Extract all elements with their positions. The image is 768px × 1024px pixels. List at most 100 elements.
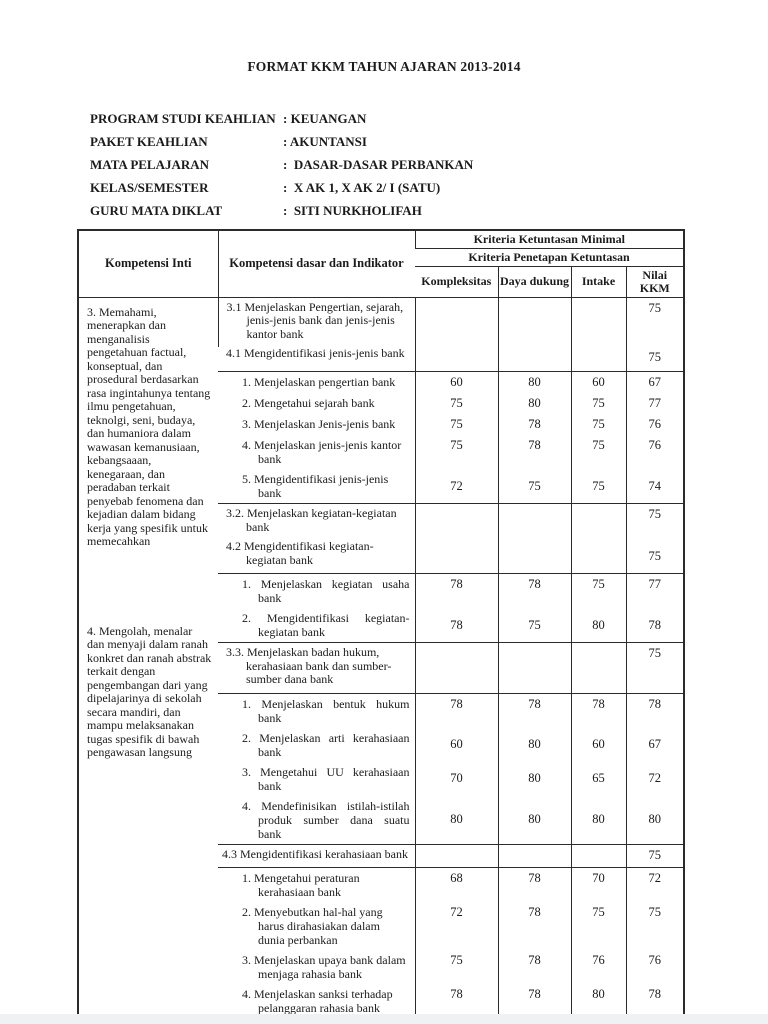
kompetensi-inti-3: 3. Memahami, menerapkan dan menganalisis… — [87, 304, 211, 548]
indicator-cell: 2. Menjelaskan arti kerahasiaan bank — [242, 730, 410, 759]
kompleksitas-cell: 78 — [414, 608, 498, 643]
info-value: : AKUNTANSI — [283, 134, 367, 149]
nilai-kkm-cell: 77 — [625, 393, 685, 414]
kompleksitas-cell: 70 — [414, 761, 498, 796]
kompleksitas-cell — [414, 347, 498, 372]
info-row-paket-keahlian: PAKET KEAHLIAN : AKUNTANSI — [90, 130, 768, 153]
kompleksitas-cell: 75 — [414, 435, 498, 469]
header-penetapan-group: Kriteria Penetapan Ketuntasan — [415, 247, 685, 266]
indicator-cell: 2. Mengidentifikasi kegiatan-kegiatan ba… — [242, 611, 410, 639]
nilai-kkm-cell: 77 — [625, 573, 685, 608]
intake-cell: 75 — [570, 435, 626, 469]
table-header-row: Kompleksitas Daya dukung Intake Nilai KK… — [78, 265, 685, 297]
nilai-kkm-cell: 75 — [625, 296, 685, 347]
intake-cell: 60 — [570, 727, 626, 762]
indicator-cell: 2. Mengetahui sejarah bank — [242, 396, 375, 410]
daya-dukung-cell — [497, 347, 571, 372]
indicator-cell: 4. Menjelaskan jenis-jenis kantor bank — [242, 438, 402, 466]
daya-dukung-cell: 78 — [497, 435, 571, 469]
daya-dukung-cell: 78 — [497, 414, 571, 435]
daya-dukung-cell: 78 — [497, 692, 571, 728]
info-label: MATA PELAJARAN — [90, 157, 210, 172]
nilai-kkm-cell: 74 — [625, 469, 685, 504]
intake-cell: 65 — [570, 761, 626, 796]
header-kompetensi-dasar: Kompetensi dasar dan Indikator — [217, 229, 415, 297]
header-kompetensi-inti: Kompetensi Inti — [78, 229, 218, 297]
document-info: PROGRAM STUDI KEAHLIAN : KEUANGAN PAKET … — [90, 107, 768, 222]
kompleksitas-cell: 60 — [414, 727, 498, 762]
indicator-cell: 1. Menjelaskan bentuk hukum bank — [218, 692, 415, 728]
kompleksitas-cell: 80 — [414, 795, 498, 844]
nilai-kkm-cell: 78 — [625, 692, 685, 728]
intake-cell: 75 — [570, 902, 626, 950]
nilai-kkm-cell: 80 — [625, 795, 685, 844]
daya-dukung-cell: 80 — [497, 795, 571, 844]
kompleksitas-cell: 78 — [414, 692, 498, 728]
header-daya-dukung: Daya dukung — [497, 265, 571, 297]
table-row: 5. Mengidentifikasi jenis-jenis bank 72 … — [78, 469, 685, 504]
nilai-kkm-cell: 75 — [625, 347, 685, 372]
indicator-cell: 4. Mendefinisikan istilah-istilah produk… — [242, 798, 410, 841]
header-nilai-kkm: Nilai KKM — [625, 265, 685, 297]
kompetensi-inti-cell: 3. Memahami, menerapkan dan menganalisis… — [78, 296, 218, 1019]
info-label: PROGRAM STUDI KEAHLIAN — [90, 111, 276, 126]
table-row: 2. Menyebutkan hal-hal yang harus diraha… — [78, 902, 685, 950]
kompleksitas-cell: 72 — [414, 469, 498, 504]
daya-dukung-cell — [497, 642, 571, 693]
daya-dukung-cell: 80 — [497, 393, 571, 414]
intake-cell: 75 — [570, 414, 626, 435]
nilai-kkm-cell: 72 — [625, 761, 685, 796]
table-row: 2. Mengidentifikasi kegiatan-kegiatan ba… — [78, 608, 685, 643]
kd-cell: 4.2 Mengidentifikasi kegiatan-kegiatan b… — [226, 540, 374, 567]
intake-cell: 75 — [570, 573, 626, 608]
indicator-cell: 1. Menjelaskan pengertian bank — [218, 371, 415, 393]
intake-cell: 80 — [570, 795, 626, 844]
intake-cell: 76 — [570, 950, 626, 984]
indicator-cell: 1. Mengetahui peraturan kerahasiaan bank — [218, 867, 415, 902]
intake-cell: 60 — [570, 371, 626, 393]
nilai-kkm-cell: 78 — [625, 984, 685, 1019]
nilai-kkm-cell: 76 — [625, 435, 685, 469]
info-value: : KEUANGAN — [283, 111, 367, 126]
kompleksitas-cell — [414, 296, 498, 347]
daya-dukung-cell: 78 — [497, 950, 571, 984]
table-row: 1. Menjelaskan bentuk hukum bank 78 78 7… — [78, 692, 685, 728]
indicator-cell: 5. Mengidentifikasi jenis-jenis bank — [242, 472, 389, 500]
info-row-guru: GURU MATA DIKLAT : SITI NURKHOLIFAH — [90, 199, 768, 222]
nilai-kkm-cell: 76 — [625, 414, 685, 435]
indicator-cell: 4. Menjelaskan sanksi terhadap pelanggar… — [242, 987, 393, 1015]
kd-cell: 4.3 Mengidentifikasi kerahasiaan bank — [218, 843, 415, 868]
intake-cell: 70 — [570, 867, 626, 902]
kompleksitas-cell: 68 — [414, 867, 498, 902]
header-kkm-group: Kriteria Ketuntasan Minimal — [414, 229, 685, 248]
nilai-kkm-cell: 75 — [625, 902, 685, 950]
table-row: 3.2. Menjelaskan kegiatan-kegiatan bank … — [78, 503, 685, 540]
table-row: 4.3 Mengidentifikasi kerahasiaan bank 75 — [78, 843, 685, 868]
table-row: 1. Menjelaskan pengertian bank 60 80 60 … — [78, 371, 685, 393]
page-bottom-edge — [0, 1014, 768, 1024]
intake-cell — [570, 347, 626, 372]
info-label: GURU MATA DIKLAT — [90, 203, 223, 218]
daya-dukung-cell: 78 — [497, 573, 571, 608]
table-row: 2. Mengetahui sejarah bank 75 80 75 77 — [78, 393, 685, 414]
daya-dukung-cell: 78 — [497, 984, 571, 1019]
header-kompleksitas: Kompleksitas — [415, 265, 498, 297]
info-value: : SITI NURKHOLIFAH — [283, 203, 422, 218]
kompleksitas-cell: 72 — [414, 902, 498, 950]
kd-cell: 3.1 Menjelaskan Pengertian, sejarah, jen… — [217, 296, 415, 347]
kd-cell: 4.1 Mengidentifikasi jenis-jenis bank — [226, 347, 405, 360]
kd-cell: 3.2. Menjelaskan kegiatan-kegiatan bank — [218, 503, 415, 540]
info-value: : X AK 1, X AK 2/ I (SATU) — [283, 180, 441, 195]
daya-dukung-cell: 78 — [497, 902, 571, 950]
info-row-kelas-semester: KELAS/SEMESTER : X AK 1, X AK 2/ I (SATU… — [90, 176, 768, 199]
kompleksitas-cell: 78 — [414, 984, 498, 1019]
table-row: 4. Menjelaskan jenis-jenis kantor bank 7… — [78, 435, 685, 469]
kompleksitas-cell — [414, 503, 498, 540]
daya-dukung-cell: 80 — [497, 761, 571, 796]
daya-dukung-cell: 80 — [497, 371, 571, 393]
daya-dukung-cell: 75 — [497, 608, 571, 643]
daya-dukung-cell: 78 — [497, 867, 571, 902]
table-row: 4.2 Mengidentifikasi kegiatan-kegiatan b… — [78, 540, 685, 574]
daya-dukung-cell — [497, 296, 571, 347]
intake-cell: 75 — [570, 469, 626, 504]
